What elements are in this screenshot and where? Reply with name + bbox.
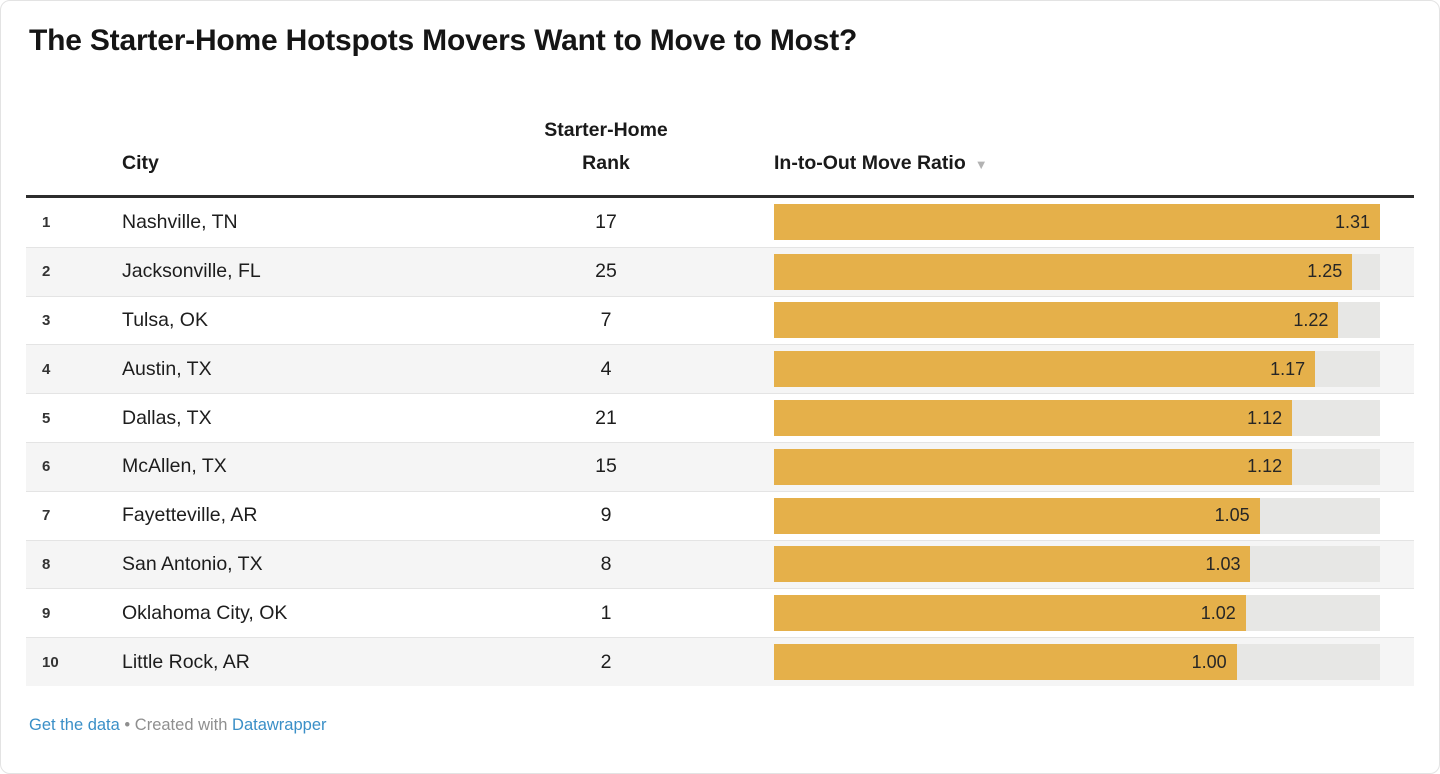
row-index: 1 (42, 213, 51, 231)
rank-cell: 17 (595, 210, 617, 233)
city-cell: Jacksonville, FL (122, 260, 261, 283)
ratio-value: 1.05 (1214, 505, 1250, 526)
ratio-bar: 1.25 (774, 253, 1353, 290)
row-index: 9 (42, 604, 51, 622)
get-the-data-link[interactable]: Get the data (29, 715, 120, 734)
ratio-value: 1.03 (1205, 553, 1241, 574)
row-index: 5 (42, 409, 51, 427)
ratio-bar: 1.00 (774, 644, 1237, 681)
ratio-bar: 1.02 (774, 595, 1246, 632)
city-cell: Dallas, TX (122, 406, 212, 429)
ratio-value: 1.02 (1200, 602, 1236, 623)
city-cell: McAllen, TX (122, 455, 227, 478)
bar-track: 1.17 (774, 351, 1380, 388)
city-cell: Tulsa, OK (122, 308, 208, 331)
city-cell: Nashville, TN (122, 210, 238, 233)
city-cell: Austin, TX (122, 357, 212, 380)
footer: Get the data • Created with Datawrapper (29, 716, 1411, 735)
bar-cell: 1.22 (706, 297, 1414, 345)
table-row: 8 San Antonio, TX 8 1.03 (26, 539, 1414, 589)
bar-track: 1.02 (774, 595, 1380, 632)
ratio-bar: 1.17 (774, 351, 1316, 388)
city-cell: Little Rock, AR (122, 650, 250, 673)
ratio-value: 1.12 (1247, 407, 1283, 428)
bar-cell: 1.17 (706, 345, 1414, 393)
bar-cell: 1.25 (706, 248, 1414, 296)
sort-descending-icon: ▼ (974, 157, 988, 172)
row-index: 10 (42, 653, 59, 671)
rank-cell: 25 (595, 260, 617, 283)
bar-cell: 1.31 (706, 198, 1414, 247)
table-row: 10 Little Rock, AR 2 1.00 (26, 637, 1414, 686)
city-cell: San Antonio, TX (122, 552, 263, 575)
header-starter-home-rank-label: Starter-Home Rank (544, 119, 668, 174)
bar-cell: 1.00 (706, 638, 1414, 686)
row-index: 3 (42, 311, 51, 329)
table-body: 1 Nashville, TN 17 1.31 2 Jacksonville, … (26, 198, 1414, 686)
bar-cell: 1.12 (706, 443, 1414, 491)
table-row: 3 Tulsa, OK 7 1.22 (26, 295, 1414, 345)
bar-track: 1.25 (774, 253, 1380, 290)
row-index: 2 (42, 263, 51, 281)
row-index: 7 (42, 507, 51, 525)
bar-cell: 1.03 (706, 541, 1414, 589)
rank-cell: 2 (600, 650, 612, 673)
page-title: The Starter-Home Hotspots Movers Want to… (29, 24, 858, 57)
bar-track: 1.31 (774, 204, 1380, 241)
table-header: City Starter-Home Rank In-to-Out Move Ra… (26, 59, 1414, 198)
ratio-bar: 1.12 (774, 400, 1293, 437)
ratio-bar: 1.12 (774, 448, 1293, 485)
bar-track: 1.03 (774, 546, 1380, 583)
table-row: 1 Nashville, TN 17 1.31 (26, 198, 1414, 247)
table-row: 6 McAllen, TX 15 1.12 (26, 441, 1414, 491)
header-move-ratio-label: In-to-Out Move Ratio (774, 152, 966, 174)
created-with-label: Created with (134, 715, 228, 734)
header-move-ratio[interactable]: In-to-Out Move Ratio ▼ (706, 147, 1414, 180)
row-index: 8 (42, 555, 51, 573)
ratio-bar: 1.31 (774, 204, 1380, 241)
bar-cell: 1.02 (706, 589, 1414, 637)
header-city: City (122, 152, 159, 174)
bar-cell: 1.12 (706, 394, 1414, 442)
datawrapper-link[interactable]: Datawrapper (232, 715, 327, 734)
ratio-value: 1.00 (1191, 651, 1227, 672)
table-row: 5 Dallas, TX 21 1.12 (26, 393, 1414, 442)
ratio-bar: 1.22 (774, 302, 1339, 339)
ratio-bar: 1.05 (774, 497, 1260, 534)
footer-separator: • (124, 715, 131, 734)
bar-track: 1.12 (774, 400, 1380, 437)
city-cell: Oklahoma City, OK (122, 601, 288, 624)
bar-cell: 1.05 (706, 492, 1414, 540)
rank-cell: 8 (600, 552, 612, 575)
ratio-value: 1.22 (1293, 309, 1329, 330)
rank-cell: 9 (600, 504, 612, 527)
table-row: 4 Austin, TX 4 1.17 (26, 344, 1414, 394)
bar-track: 1.05 (774, 497, 1380, 534)
row-index: 4 (42, 360, 51, 378)
ratio-value: 1.17 (1270, 358, 1306, 379)
bar-track: 1.22 (774, 302, 1380, 339)
rank-cell: 21 (595, 406, 617, 429)
ratio-value: 1.25 (1307, 261, 1343, 282)
bar-track: 1.00 (774, 644, 1380, 681)
rank-cell: 15 (595, 455, 617, 478)
rank-cell: 1 (600, 601, 612, 624)
table-row: 2 Jacksonville, FL 25 1.25 (26, 246, 1414, 296)
ratio-value: 1.31 (1334, 211, 1370, 232)
ratio-bar: 1.03 (774, 546, 1251, 583)
city-cell: Fayetteville, AR (122, 504, 258, 527)
rank-cell: 4 (600, 357, 612, 380)
header-starter-home-rank: Starter-Home Rank (506, 114, 706, 180)
rank-cell: 7 (600, 308, 612, 331)
row-index: 6 (42, 458, 51, 476)
table-row: 9 Oklahoma City, OK 1 1.02 (26, 588, 1414, 637)
bar-track: 1.12 (774, 448, 1380, 485)
table-row: 7 Fayetteville, AR 9 1.05 (26, 490, 1414, 540)
ratio-value: 1.12 (1247, 456, 1283, 477)
